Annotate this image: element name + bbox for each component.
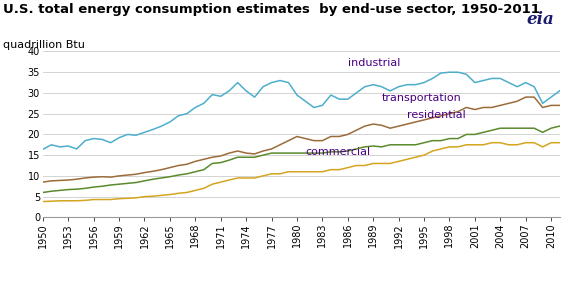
- Text: industrial: industrial: [348, 58, 400, 68]
- Text: residential: residential: [407, 110, 466, 120]
- Text: commercial: commercial: [305, 147, 371, 157]
- Text: quadrillion Btu: quadrillion Btu: [3, 40, 85, 50]
- Text: eia: eia: [526, 11, 554, 28]
- Text: U.S. total energy consumption estimates  by end-use sector, 1950-2011: U.S. total energy consumption estimates …: [3, 3, 540, 16]
- Text: transportation: transportation: [381, 93, 461, 103]
